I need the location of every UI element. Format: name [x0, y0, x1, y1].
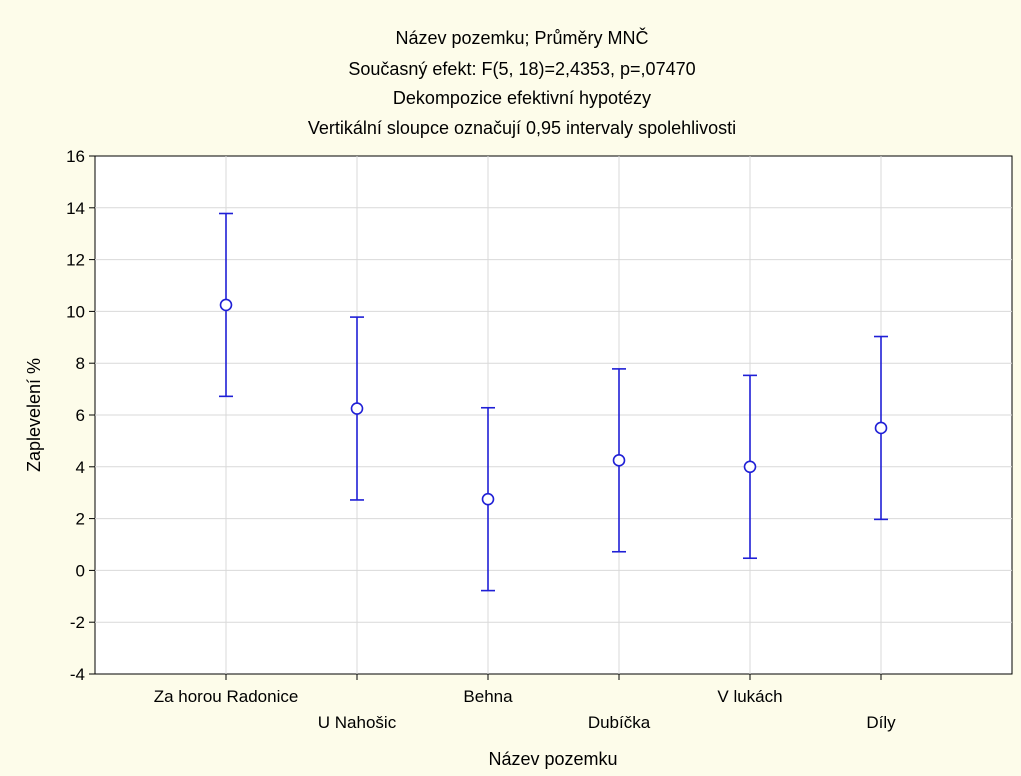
chart-title: Název pozemku; Průměry MNČ Současný efek…: [308, 27, 736, 138]
title-line-1: Název pozemku; Průměry MNČ: [395, 27, 648, 48]
mean-point: [743, 460, 757, 474]
x-tick-label: U Nahošic: [318, 713, 397, 732]
error-bar: [219, 212, 233, 398]
x-tick-label: Behna: [463, 687, 513, 706]
error-bar: [874, 335, 888, 521]
title-line-3: Dekompozice efektivní hypotézy: [393, 88, 651, 108]
title-line-2: Současný efekt: F(5, 18)=2,4353, p=,0747…: [348, 59, 695, 79]
error-bar: [743, 374, 757, 560]
y-tick-label: 14: [66, 199, 85, 218]
y-tick-label: 2: [76, 510, 85, 529]
x-tick-label: Dubíčka: [588, 713, 651, 732]
y-tick-label: 8: [76, 354, 85, 373]
y-axis-label: Zaplevelení %: [24, 358, 44, 472]
x-axis-label: Název pozemku: [488, 749, 617, 769]
x-tick-label: Díly: [866, 713, 896, 732]
x-tick-label: Za horou Radonice: [154, 687, 299, 706]
y-axis: -4 -2 0 2 4 6 8 10 12 14 16: [66, 147, 95, 684]
error-bar: [481, 406, 495, 592]
mean-point: [219, 298, 233, 312]
y-tick-label: 10: [66, 302, 85, 321]
y-tick-label: 0: [76, 561, 85, 580]
y-tick-label: 6: [76, 406, 85, 425]
mean-point: [874, 421, 888, 435]
y-tick-label: -2: [70, 613, 85, 632]
x-tick-label: V lukách: [717, 687, 782, 706]
error-bar: [350, 316, 364, 501]
mean-point: [612, 454, 626, 467]
mean-point: [350, 402, 364, 415]
y-tick-label: -4: [70, 665, 85, 684]
x-axis: Za horou Radonice U Nahošic Behna Dubíčka V …: [154, 674, 896, 732]
error-bar: [612, 368, 626, 553]
mean-point: [481, 492, 495, 506]
title-line-4: Vertikální sloupce označují 0,95 interva…: [308, 118, 736, 138]
error-bars: [219, 212, 888, 592]
y-tick-label: 12: [66, 251, 85, 270]
y-tick-label: 16: [66, 147, 85, 166]
y-tick-label: 4: [76, 458, 85, 477]
